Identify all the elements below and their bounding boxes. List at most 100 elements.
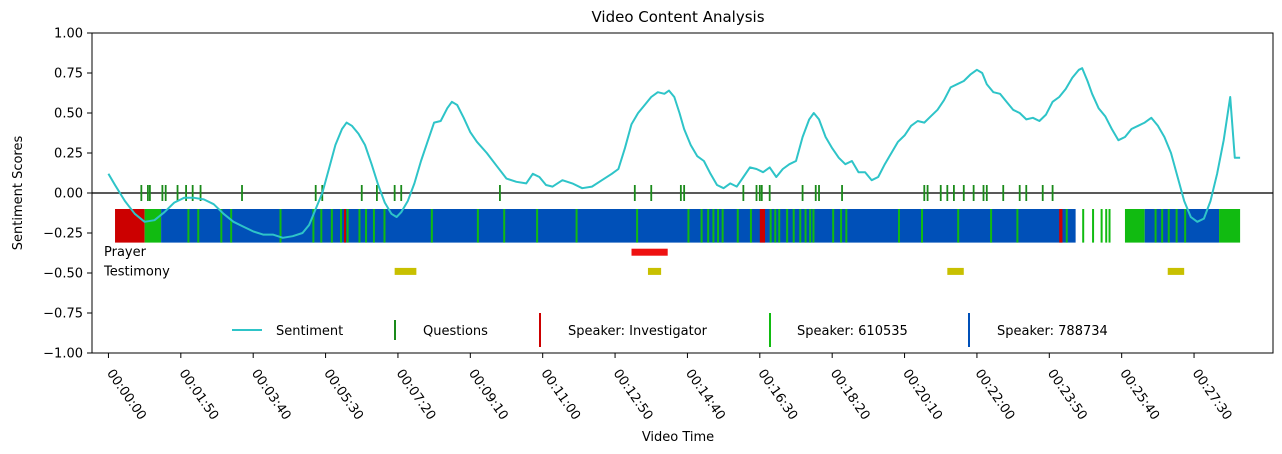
- speaker-mark: [279, 209, 282, 243]
- speaker-mark: [1161, 209, 1164, 243]
- y-tick-label: −0.75: [43, 307, 83, 322]
- speaker-mark: [230, 209, 233, 243]
- speaker-segment: [161, 209, 1076, 243]
- speaker-mark: [503, 209, 506, 243]
- speaker-mark: [320, 209, 323, 243]
- speaker-mark: [365, 209, 368, 243]
- speaker-mark: [804, 209, 807, 243]
- legend-label-questions: Questions: [423, 324, 488, 339]
- y-tick-label: −0.25: [43, 227, 83, 242]
- speaker-mark: [792, 209, 795, 243]
- speaker-mark: [1167, 209, 1170, 243]
- speaker-mark: [707, 209, 710, 243]
- speaker-mark: [921, 209, 924, 243]
- speaker-mark: [845, 209, 848, 243]
- prayer-label: Prayer: [104, 245, 147, 260]
- y-tick-label: −1.00: [43, 347, 83, 362]
- legend-label-speaker_788734: Speaker: 788734: [997, 324, 1108, 339]
- speaker-segment: [1219, 209, 1241, 243]
- x-tick-label: 00:14:40: [682, 367, 728, 423]
- speaker-mark: [1175, 209, 1178, 243]
- speaker-mark: [346, 209, 349, 243]
- x-tick-label: 00:18:20: [827, 367, 873, 423]
- y-tick-label: 0.25: [54, 147, 83, 162]
- speaker-mark: [736, 209, 739, 243]
- speaker-mark: [430, 209, 433, 243]
- speaker-mark: [809, 209, 812, 243]
- x-tick-label: 00:11:00: [537, 367, 583, 423]
- x-axis-label: Video Time: [642, 430, 714, 445]
- y-tick-label: 0.00: [54, 187, 83, 202]
- speaker-mark: [1016, 209, 1019, 243]
- legend-label-sentiment: Sentiment: [276, 324, 343, 339]
- speaker-segment: [759, 209, 766, 243]
- x-tick-label: 00:00:00: [103, 367, 149, 423]
- y-tick-label: −0.50: [43, 267, 83, 282]
- speaker-mark: [700, 209, 703, 243]
- speaker-mark: [687, 209, 690, 243]
- testimony-segment: [1167, 267, 1185, 275]
- x-axis: 00:00:00 00:01:50 00:03:40 00:05:30 00:07:20…: [103, 353, 1235, 423]
- speaker-mark: [1108, 209, 1111, 243]
- speaker-mark: [575, 209, 578, 243]
- y-tick-label: 0.50: [54, 107, 83, 122]
- speaker-segment: [1059, 209, 1063, 243]
- speaker-mark: [897, 209, 900, 243]
- speaker-segment: [1124, 209, 1145, 243]
- speaker-mark: [383, 209, 386, 243]
- x-tick-label: 00:25:40: [1116, 367, 1162, 423]
- sentiment-line: [107, 67, 1241, 239]
- speaker-mark: [799, 209, 802, 243]
- y-axis: 1.00 0.75 0.50 0.25 0.00 −0.25 −0.50 −0.75 −1.00: [43, 27, 92, 362]
- speaker-mark: [990, 209, 993, 243]
- x-tick-label: 00:27:30: [1189, 367, 1235, 423]
- plot-area: Prayer Testimony: [92, 67, 1273, 279]
- x-tick-label: 00:22:00: [972, 367, 1018, 423]
- testimony-label: Testimony: [103, 264, 170, 279]
- speaker-mark: [187, 209, 190, 243]
- speaker-mark: [358, 209, 361, 243]
- y-tick-label: 0.75: [54, 67, 83, 82]
- speaker-segment: [1144, 209, 1220, 243]
- x-tick-label: 00:07:20: [393, 367, 439, 423]
- speaker-mark: [330, 209, 333, 243]
- speaker-mark: [712, 209, 715, 243]
- x-tick-label: 00:23:50: [1044, 367, 1090, 423]
- speaker-mark: [340, 209, 343, 243]
- speaker-mark: [312, 209, 315, 243]
- x-tick-label: 00:09:10: [465, 367, 511, 423]
- x-tick-label: 00:03:40: [248, 367, 294, 423]
- speaker-mark: [372, 209, 375, 243]
- speaker-mark: [636, 209, 639, 243]
- speaker-mark: [769, 209, 772, 243]
- speaker-mark: [717, 209, 720, 243]
- speaker-mark: [832, 209, 835, 243]
- speaker-mark: [774, 209, 777, 243]
- speaker-segment: [144, 209, 162, 243]
- speaker-mark: [749, 209, 752, 243]
- speaker-mark: [1105, 209, 1108, 243]
- x-tick-label: 00:01:50: [176, 367, 222, 423]
- speaker-mark: [778, 209, 781, 243]
- x-tick-label: 00:05:30: [320, 367, 366, 423]
- legend-label-speaker_610535: Speaker: 610535: [797, 324, 908, 339]
- speaker-mark: [1184, 209, 1187, 243]
- speaker-mark: [1065, 209, 1068, 243]
- speaker-mark: [197, 209, 200, 243]
- speaker-mark: [343, 209, 346, 243]
- speaker-mark: [1100, 209, 1103, 243]
- speaker-mark: [786, 209, 789, 243]
- legend: Sentiment Questions Speaker: Investigator S…: [232, 313, 1108, 347]
- speaker-mark: [1082, 209, 1085, 243]
- prayer-segment: [631, 248, 668, 256]
- speaker-mark: [957, 209, 960, 243]
- speaker-mark: [476, 209, 479, 243]
- legend-label-investigator: Speaker: Investigator: [568, 324, 708, 339]
- testimony-segment: [647, 267, 662, 275]
- chart-title: Video Content Analysis: [591, 8, 764, 26]
- speaker-mark: [721, 209, 724, 243]
- testimony-segment: [947, 267, 964, 275]
- x-tick-label: 00:16:30: [755, 367, 801, 423]
- testimony-segment: [394, 267, 417, 275]
